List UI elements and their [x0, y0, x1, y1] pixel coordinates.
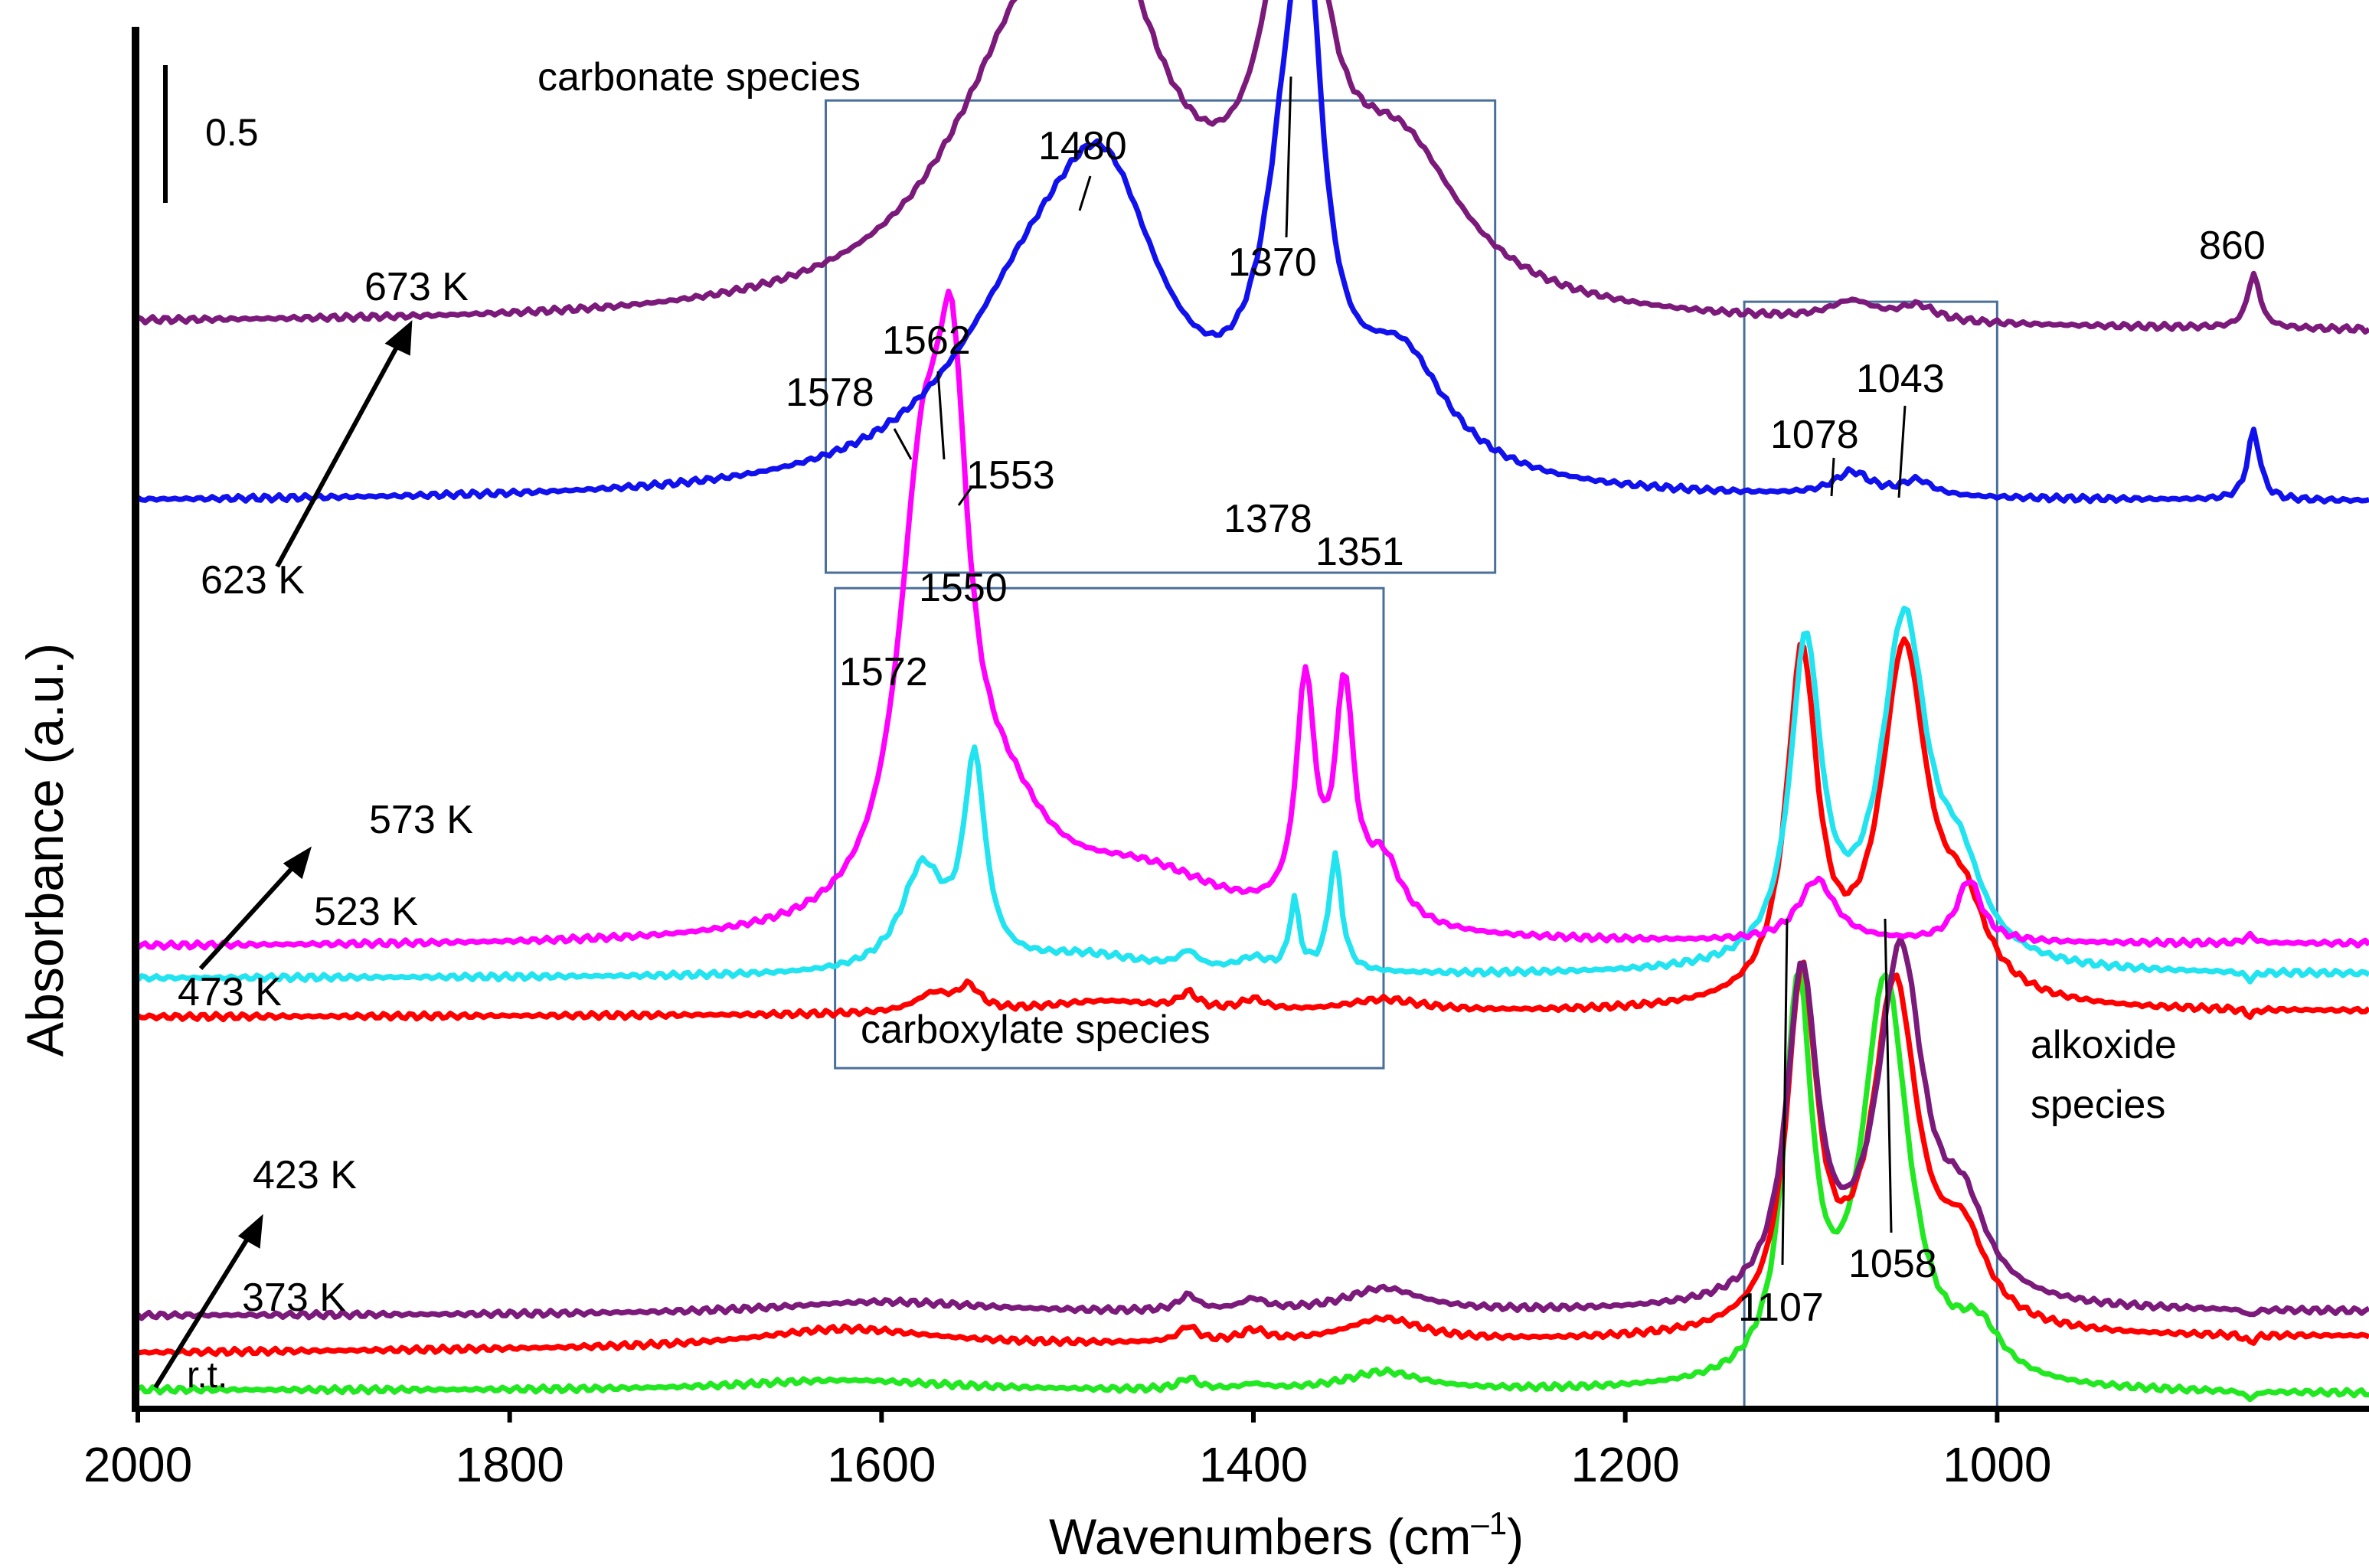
arrow-rt-to-423 — [153, 1235, 251, 1389]
arrow-head-673 — [384, 320, 413, 356]
spectrum-423-k — [136, 936, 2369, 1321]
peak-label-1351: 1351 — [1315, 530, 1404, 574]
temp-label-423: 423 K — [253, 1153, 357, 1197]
temp-label-rt: r.t. — [187, 1355, 227, 1396]
temp-label-523: 523 K — [314, 890, 418, 934]
peak-label-1578: 1578 — [786, 371, 874, 415]
leader-1553 — [957, 485, 974, 506]
spectrum-673-k — [136, 0, 2369, 335]
leader-1107 — [1781, 918, 1789, 1266]
spectrum-373-k — [137, 959, 2369, 1357]
arrow-473-to-573 — [198, 863, 297, 971]
peak-label-860: 860 — [2199, 224, 2266, 268]
peak-label-1370: 1370 — [1228, 240, 1317, 285]
x-axis-ticks: 2000 1800 1600 1400 1200 1000 — [83, 1409, 2052, 1492]
leader-1078 — [1830, 457, 1835, 497]
peak-label-1078: 1078 — [1770, 413, 1859, 457]
region-box-carboxylate — [834, 586, 1385, 1070]
carbonate-species-label: carbonate species — [538, 55, 861, 100]
x-axis-title-superscript: –1 — [1471, 1505, 1507, 1541]
temp-label-673: 673 K — [364, 265, 469, 309]
temp-label-473: 473 K — [178, 970, 282, 1014]
peak-label-1058: 1058 — [1848, 1242, 1937, 1286]
x-tick-label: 1800 — [455, 1437, 564, 1492]
scale-bar-label: 0.5 — [205, 111, 259, 154]
temp-label-373: 373 K — [242, 1276, 346, 1320]
spectrum-573-k — [136, 289, 2369, 951]
x-tick-label: 1400 — [1199, 1437, 1308, 1492]
alkoxide-species-label-line1: alkoxide — [2031, 1023, 2177, 1067]
x-tick-label: 2000 — [83, 1437, 192, 1492]
spectra-series — [136, 0, 2369, 1403]
x-tick-label: 1000 — [1943, 1437, 2051, 1492]
region-box-carbonate — [824, 99, 1497, 574]
spectrum-623-k — [136, 0, 2369, 505]
spectrum-523-k — [136, 606, 2369, 985]
carboxylate-species-label: carboxylate species — [861, 1008, 1211, 1052]
leader-1480 — [1078, 175, 1092, 211]
y-axis-title: Absorbance (a.u.) — [16, 643, 74, 1057]
peak-leader-lines — [893, 76, 1907, 1266]
leader-1562 — [936, 371, 946, 460]
peak-label-1550: 1550 — [919, 566, 1008, 610]
temp-label-573: 573 K — [369, 798, 473, 842]
x-axis-title: Wavenumbers (cm–1) — [1049, 1505, 1524, 1564]
leader-1578 — [893, 428, 913, 460]
peak-label-1480: 1480 — [1038, 124, 1127, 168]
leader-1043 — [1897, 405, 1907, 498]
temperature-arrows — [153, 320, 413, 1389]
spectrum-r-t- — [136, 968, 2369, 1403]
region-boxes — [824, 99, 1998, 1410]
temp-label-623: 623 K — [201, 558, 305, 603]
peak-label-1562: 1562 — [882, 318, 971, 363]
arrow-head-573 — [283, 846, 312, 880]
alkoxide-species-label-line2: species — [2031, 1083, 2165, 1127]
x-tick-label: 1200 — [1570, 1437, 1679, 1492]
arrow-623-to-673 — [275, 343, 400, 568]
peak-label-1572: 1572 — [839, 650, 928, 694]
leader-1058 — [1884, 918, 1893, 1233]
peak-label-1107: 1107 — [1738, 1285, 1824, 1330]
spectrum-473-k — [136, 636, 2369, 1023]
leader-1370 — [1285, 76, 1292, 238]
peak-label-1043: 1043 — [1856, 357, 1945, 401]
arrow-head-423 — [237, 1214, 263, 1249]
x-tick-label: 1600 — [827, 1437, 936, 1492]
peak-label-1553: 1553 — [966, 453, 1055, 498]
peak-label-1378: 1378 — [1224, 497, 1312, 541]
